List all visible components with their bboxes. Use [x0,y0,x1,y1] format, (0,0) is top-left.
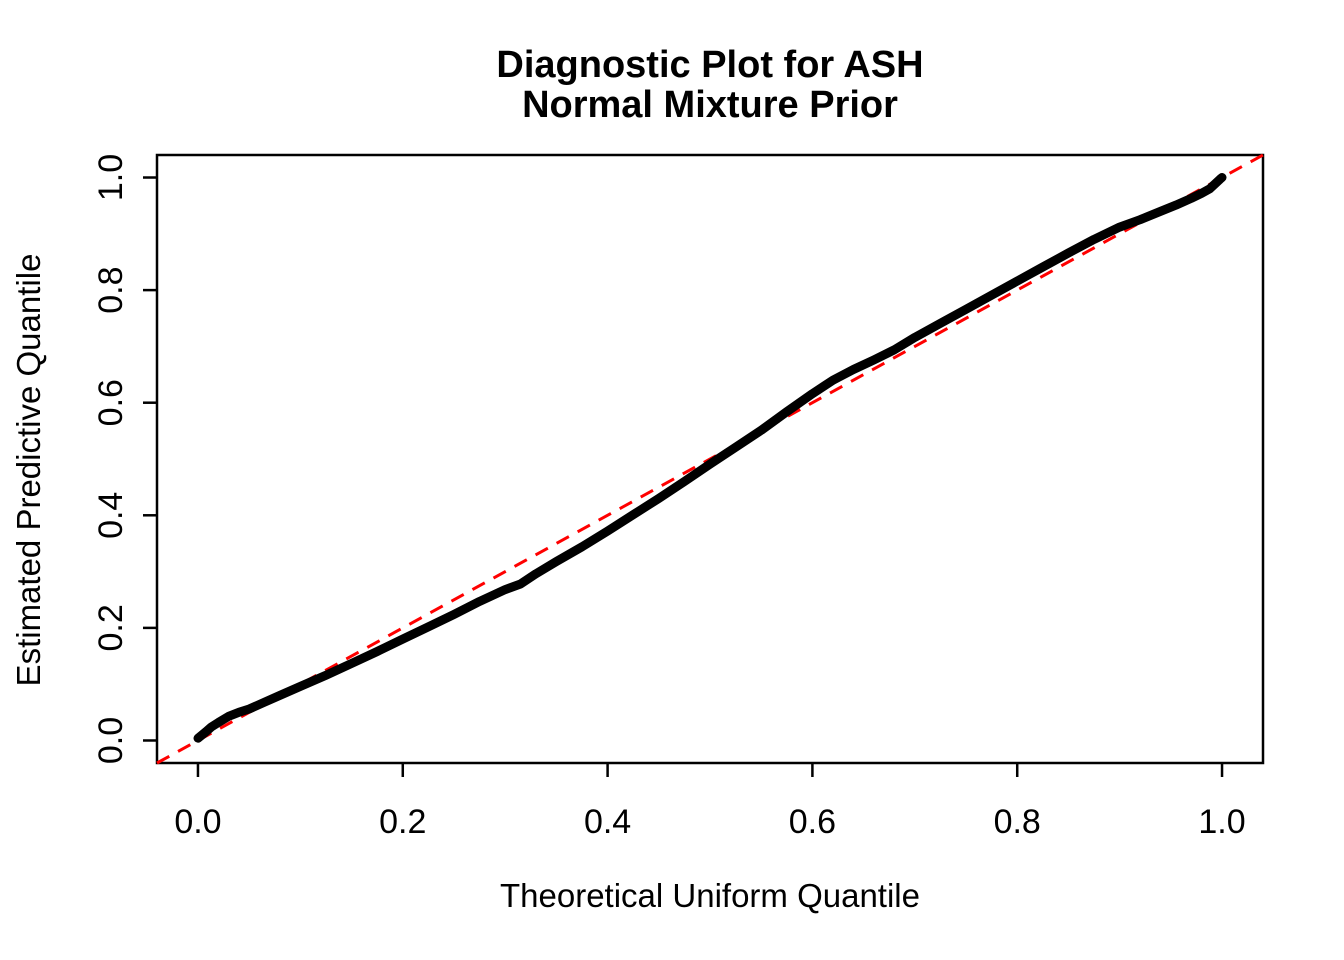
y-tick-label: 0.4 [92,492,130,539]
x-tick-label: 1.0 [1198,803,1245,841]
y-tick-label: 0.6 [92,379,130,426]
x-tick-label: 0.4 [584,803,631,841]
y-axis-title: Estimated Predictive Quantile [10,254,47,687]
y-tick-label: 0.8 [92,266,130,313]
x-tick-label: 0.8 [994,803,1041,841]
y-tick-label: 1.0 [92,154,130,201]
y-tick-label: 0.2 [92,604,130,651]
chart-title: Diagnostic Plot for ASH [496,44,923,86]
x-tick-label: 0.0 [174,803,221,841]
chart-subtitle: Normal Mixture Prior [522,84,898,126]
x-tick-label: 0.6 [789,803,836,841]
x-axis-title: Theoretical Uniform Quantile [500,877,920,914]
predictive-quantile-curve [193,173,1227,743]
plot-generated-layer: 0.0 0.2 0.4 0.6 0.8 1.0 0.0 0.2 0.4 0.6 0.8 1.0 [92,153,1265,841]
y-tick-label: 0.0 [92,717,130,764]
x-tick-label: 0.2 [379,803,426,841]
plot-border-box [155,153,1265,765]
